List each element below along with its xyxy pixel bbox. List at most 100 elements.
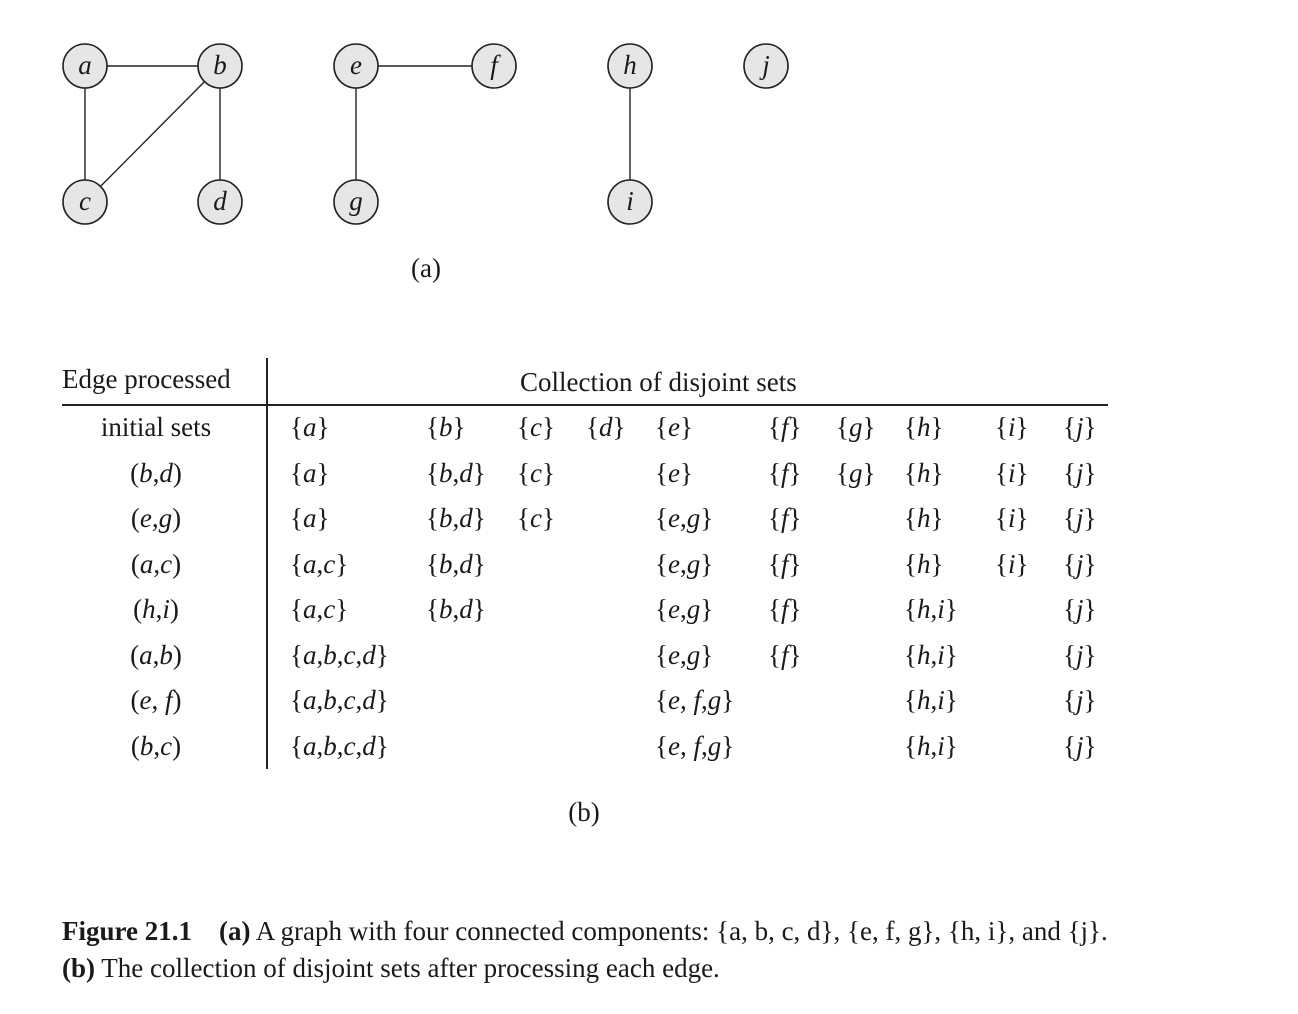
node-a: a (62, 43, 108, 89)
edge-b-c (100, 81, 205, 187)
row-edge-label: (h,i) (133, 594, 179, 624)
node-f: f (471, 43, 517, 89)
node-label-h: h (623, 50, 637, 80)
node-label-e: e (350, 50, 362, 80)
caption-figure-label: Figure 21.1 (62, 916, 192, 946)
node-e: e (333, 43, 379, 89)
set-cell: {h} (904, 412, 944, 442)
node-label-i: i (626, 186, 634, 216)
node-label-d: d (213, 186, 227, 216)
node-label-g: g (349, 186, 363, 216)
set-cell: {e,g} (655, 548, 714, 579)
set-cell: {f} (768, 503, 802, 533)
table-vertical-rule (266, 358, 268, 769)
set-cell: {h} (904, 457, 944, 488)
node-circle-f (471, 43, 517, 89)
set-cell: {j} (1063, 548, 1097, 579)
set-cell: {f} (768, 639, 802, 670)
set-cell: {i} (995, 412, 1029, 442)
node-d: d (197, 179, 243, 225)
set-cell: {h} (904, 503, 944, 533)
set-cell: {j} (1063, 594, 1097, 624)
node-label-c: c (79, 186, 91, 216)
caption-part-a-text: A graph with four connected components: … (255, 916, 1108, 946)
set-cell: {d} (586, 412, 626, 442)
set-cell: {h,i} (904, 594, 958, 624)
graph-diagram: a b c d e f g h i j (62, 43, 789, 225)
set-cell: {h,i} (904, 639, 958, 670)
node-h: h (607, 43, 653, 89)
set-cell: {g} (836, 457, 876, 488)
set-cell: {a} (290, 503, 330, 533)
node-circle-e (333, 43, 379, 89)
node-b: b (197, 43, 243, 89)
set-cell: {e, f,g} (655, 730, 735, 761)
set-cell: {j} (1063, 503, 1097, 533)
header-edge-processed: Edge processed (62, 364, 231, 394)
node-circle-g (333, 179, 379, 225)
set-cell: {f} (768, 594, 802, 624)
node-i: i (607, 179, 653, 225)
caption-part-b-text: The collection of disjoint sets after pr… (101, 953, 720, 983)
node-label-b: b (213, 50, 227, 80)
set-cell: {a,c} (290, 548, 349, 579)
row-edge-label: (a,c) (130, 548, 182, 579)
set-cell: {e, f,g} (655, 685, 735, 715)
caption-part-b-label: (b) (62, 953, 95, 983)
row-edge-label: initial sets (100, 412, 212, 442)
row-edge-label: (b,d) (130, 457, 182, 488)
set-cell: {b,d} (426, 457, 486, 488)
set-cell: {c} (517, 457, 555, 488)
set-cell: {j} (1063, 457, 1097, 488)
set-cell: {f} (768, 457, 802, 488)
set-cell: {b,d} (426, 503, 486, 533)
set-cell: {h,i} (904, 685, 958, 715)
set-cell: {b,d} (426, 594, 486, 624)
set-cell: {i} (995, 457, 1029, 488)
set-cell: {i} (995, 548, 1029, 579)
set-cell: {b,d} (426, 548, 486, 579)
node-c: c (62, 179, 108, 225)
set-cell: {g} (836, 412, 876, 442)
set-cell: {e} (655, 412, 693, 442)
node-label-f: f (490, 50, 501, 80)
set-cell: {a} (290, 457, 330, 488)
set-cell: {i} (995, 503, 1029, 533)
figure-caption: Figure 21.1 (a) A graph with four connec… (62, 913, 1282, 987)
set-cell: {j} (1063, 730, 1097, 761)
set-cell: {e,g} (655, 503, 714, 533)
set-cell: {a,b,c,d} (290, 730, 389, 761)
table-horizontal-rule (62, 404, 1108, 406)
row-edge-label: (e,g) (130, 503, 182, 533)
set-cell: {b} (426, 412, 466, 442)
row-edge-label: (e, f) (130, 685, 182, 715)
set-cell: {a} (290, 412, 330, 442)
header-collection: Collection of disjoint sets (520, 367, 797, 397)
set-cell: {c} (517, 412, 555, 442)
node-j: j (743, 43, 789, 89)
row-edge-label: (b,c) (130, 730, 182, 761)
set-cell: {c} (517, 503, 555, 533)
row-edge-label: (a,b) (130, 639, 182, 670)
set-cell: {a,c} (290, 594, 349, 624)
set-cell: {e,g} (655, 639, 714, 670)
set-cell: {j} (1063, 685, 1097, 715)
node-circle-b (197, 43, 243, 89)
set-cell: {j} (1063, 412, 1097, 442)
node-label-a: a (78, 50, 92, 80)
set-cell: {h} (904, 548, 944, 579)
set-cell: {e} (655, 457, 693, 488)
node-circle-j (743, 43, 789, 89)
set-cell: {a,b,c,d} (290, 685, 389, 715)
node-circle-d (197, 179, 243, 225)
node-label-j: j (759, 50, 770, 80)
caption-part-a-label: (a) (219, 916, 251, 946)
set-cell: {j} (1063, 639, 1097, 670)
set-cell: {h,i} (904, 730, 958, 761)
node-circle-c (62, 179, 108, 225)
node-circle-h (607, 43, 653, 89)
node-circle-i (607, 179, 653, 225)
subfigure-label-b: (b) (568, 797, 600, 827)
subfigure-label-a: (a) (411, 253, 441, 283)
set-cell: {a,b,c,d} (290, 639, 389, 670)
